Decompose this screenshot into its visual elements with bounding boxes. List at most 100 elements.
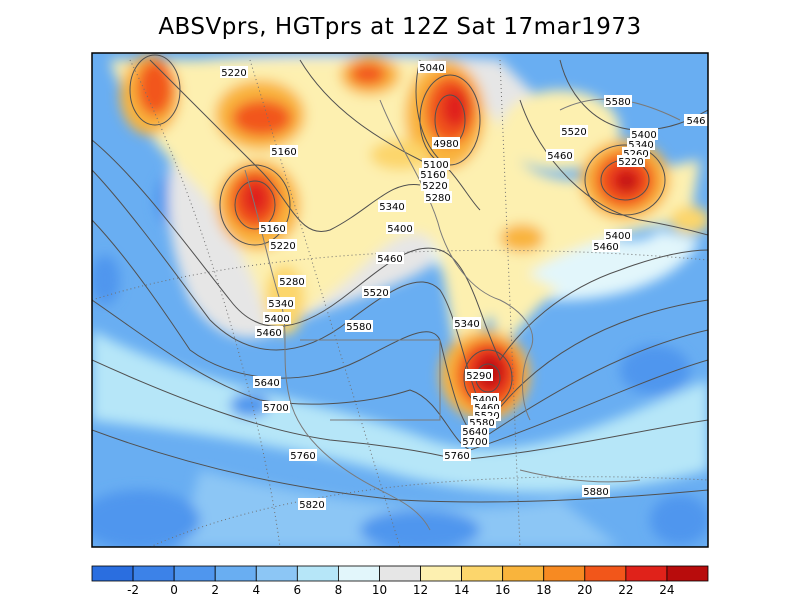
contour-label: 5400 xyxy=(604,229,632,242)
colorbar-tick-label: 20 xyxy=(577,583,593,597)
colorbar-tick-label: -2 xyxy=(127,583,140,597)
contour-label: 5100 xyxy=(422,158,450,171)
graticule xyxy=(92,59,708,547)
svg-text:5260: 5260 xyxy=(623,149,648,160)
contour-label: 5280 xyxy=(424,191,452,204)
colorbar-tick-label: 22 xyxy=(618,583,634,597)
svg-text:5400: 5400 xyxy=(387,224,412,235)
colorbar-tick-label: 8 xyxy=(334,583,343,597)
svg-text:5160: 5160 xyxy=(420,170,445,181)
svg-text:5220: 5220 xyxy=(221,68,246,79)
contour-label: 4980 xyxy=(432,137,460,150)
map-title: ABSVprs, HGTprs at 12Z Sat 17mar1973 xyxy=(158,14,642,40)
svg-text:5580: 5580 xyxy=(346,322,371,333)
colorbar-tick-label: 2 xyxy=(211,583,220,597)
svg-text:5640: 5640 xyxy=(462,427,487,438)
svg-text:5460: 5460 xyxy=(474,403,499,414)
contour-label: 5160 xyxy=(270,145,298,158)
svg-text:5700: 5700 xyxy=(263,403,288,414)
svg-text:5820: 5820 xyxy=(299,500,324,511)
svg-text:5640: 5640 xyxy=(254,378,279,389)
colorbar-tick-label: 12 xyxy=(412,583,429,597)
contour-label: 5520 xyxy=(560,125,588,138)
svg-text:5100: 5100 xyxy=(423,160,448,171)
colorbar-tick-label: 18 xyxy=(536,583,552,597)
colorbar-tick-label: 10 xyxy=(371,583,388,597)
svg-text:5760: 5760 xyxy=(444,451,469,462)
svg-text:5340: 5340 xyxy=(628,140,653,151)
contour-label: 5400 xyxy=(630,128,658,141)
colorbar-swatch xyxy=(502,565,545,582)
svg-text:5280: 5280 xyxy=(279,277,304,288)
contour-label: 5700 xyxy=(262,401,290,414)
contour-label: 5220 xyxy=(421,179,449,192)
contour-label: 5160 xyxy=(259,222,287,235)
contour-label: 5340 xyxy=(267,297,295,310)
height-contours xyxy=(92,54,708,503)
map-frame xyxy=(91,52,709,548)
contour-label: 5700 xyxy=(461,435,489,448)
svg-text:4980: 4980 xyxy=(433,139,458,150)
contour-label: 5460 xyxy=(592,240,620,253)
svg-text:5460: 5460 xyxy=(593,242,618,253)
colorbar-tick-label: 24 xyxy=(659,583,675,597)
contour-label: 546 xyxy=(684,114,708,127)
svg-text:5760: 5760 xyxy=(290,451,315,462)
colorbar xyxy=(91,565,709,582)
svg-text:546: 546 xyxy=(686,116,705,127)
contour-label: 5460 xyxy=(376,252,404,265)
svg-text:5340: 5340 xyxy=(379,202,404,213)
contour-label: 5160 xyxy=(419,168,447,181)
svg-text:5290: 5290 xyxy=(466,371,491,382)
contour-label: 5220 xyxy=(269,239,297,252)
contour-label: 5040 xyxy=(418,61,446,74)
colorbar-swatch xyxy=(132,565,175,582)
contour-label: 5520 xyxy=(362,286,390,299)
contour-label: 5760 xyxy=(289,449,317,462)
colorbar-swatch xyxy=(91,565,134,582)
colorbar-swatch xyxy=(379,565,421,582)
contour-labels: 5220 5040 5580 5520 5400 5340 5260 5220 … xyxy=(220,61,708,511)
colorbar-swatch xyxy=(666,565,709,582)
contour-label: 5340 xyxy=(453,317,481,330)
colorbar-swatch xyxy=(584,565,627,582)
contour-label: 5280 xyxy=(278,275,306,288)
svg-text:5160: 5160 xyxy=(271,147,296,158)
svg-text:5580: 5580 xyxy=(605,97,630,108)
svg-text:5880: 5880 xyxy=(583,487,608,498)
colorbar-swatch xyxy=(625,565,668,582)
colorbar-tick-label: 4 xyxy=(252,583,261,597)
colorbar-swatch xyxy=(214,565,257,582)
colorbar-tick-label: 14 xyxy=(453,583,470,597)
svg-text:5340: 5340 xyxy=(454,319,479,330)
svg-text:5400: 5400 xyxy=(631,130,656,141)
contour-label: 5880 xyxy=(582,485,610,498)
colorbar-tick-label: 0 xyxy=(170,583,178,597)
contour-label: 5340 xyxy=(378,200,406,213)
svg-text:5040: 5040 xyxy=(419,63,444,74)
contour-label: 5400 xyxy=(386,222,414,235)
colorbar-tick-label: 6 xyxy=(293,583,302,597)
svg-text:5220: 5220 xyxy=(270,241,295,252)
colorbar-swatch xyxy=(337,565,380,582)
svg-text:5460: 5460 xyxy=(377,254,402,265)
colorbar-swatch xyxy=(461,565,504,582)
svg-text:5520: 5520 xyxy=(363,288,388,299)
colorbar-swatch xyxy=(255,565,298,582)
svg-text:5460: 5460 xyxy=(547,151,572,162)
contour-label: 5640 xyxy=(461,425,489,438)
contour-label: 5220 xyxy=(617,155,645,168)
contour-label: 5220 xyxy=(220,66,248,79)
contour-label: 5580 xyxy=(604,95,632,108)
contour-label: 5460 xyxy=(546,149,574,162)
contour-label: 5580 xyxy=(345,320,373,333)
contour-label: 5760 xyxy=(443,449,471,462)
colorbar-swatch xyxy=(173,565,216,582)
svg-text:5520: 5520 xyxy=(561,127,586,138)
svg-text:5220: 5220 xyxy=(422,181,447,192)
svg-text:5460: 5460 xyxy=(256,328,281,339)
colorbar-swatch xyxy=(296,565,339,582)
svg-text:5160: 5160 xyxy=(260,224,285,235)
svg-text:5400: 5400 xyxy=(472,395,497,406)
